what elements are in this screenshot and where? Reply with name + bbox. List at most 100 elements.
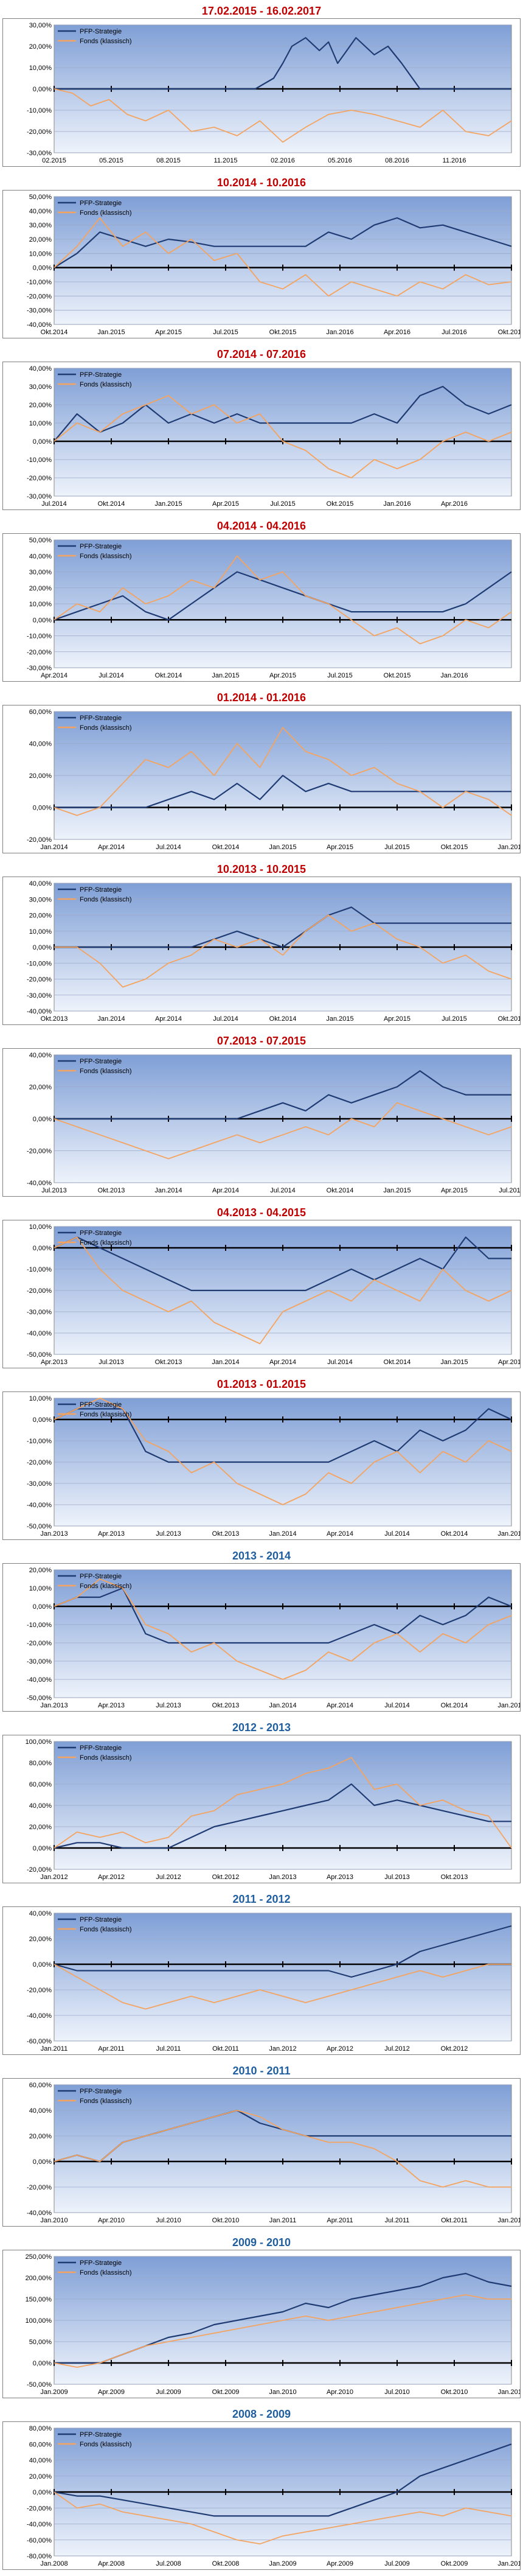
legend-label: PFP-Strategie (80, 200, 122, 207)
x-tick-label: Okt.2013 (441, 1874, 468, 1881)
chart-title: 10.2014 - 10.2016 (216, 177, 307, 189)
x-tick-label: Apr.2013 (98, 1702, 125, 1709)
chart-frame: -20,00% 0,00% 20,00% 40,00% 60,00% 80,00% 100,… (2, 1735, 521, 1883)
y-tick-label: 60,00% (29, 2082, 52, 2089)
legend-label: Fonds (klassisch) (80, 209, 132, 217)
y-tick-label: 0,00% (33, 1116, 52, 1123)
y-tick-label: 60,00% (29, 1781, 52, 1788)
y-tick-label: -10,00% (27, 1438, 52, 1445)
x-tick-label: 02.2015 (42, 157, 66, 164)
x-tick-label: Jul.2014 (156, 844, 181, 851)
line-chart: -60,00% -40,00% -20,00% 0,00% 20,00% 40,00% Ja… (27, 1910, 512, 2053)
y-tick-label: 0,00% (33, 2158, 52, 2166)
y-tick-label: 10,00% (29, 601, 52, 608)
x-tick-label: Okt.2014 (155, 672, 182, 679)
y-tick-label: -20,00% (27, 128, 52, 136)
chart-panel: 04.2014 - 04.2016 -30,00% -20,00% -10,00% 0,… (0, 515, 523, 687)
line-chart: -20,00% 0,00% 20,00% 40,00% 60,00% Jan.2014 Ap… (27, 709, 523, 851)
x-tick-label: Apr.2014 (212, 1187, 239, 1194)
y-tick-label: -10,00% (27, 1266, 52, 1273)
legend-label: Fonds (klassisch) (80, 1754, 132, 1762)
y-tick-label: -20,00% (27, 2505, 52, 2512)
series-line (54, 1783, 511, 1849)
y-tick-label: -40,00% (27, 1502, 52, 1509)
chart-title: 17.02.2015 - 16.02.2017 (201, 5, 322, 17)
y-tick-label: -60,00% (27, 2537, 52, 2544)
x-tick-label: Jan.2012 (269, 2045, 296, 2053)
y-tick-label: 20,00% (29, 1084, 52, 1091)
y-tick-label: -50,00% (27, 2381, 52, 2389)
x-tick-label: Apr.2015 (269, 672, 296, 679)
chart-frame: -30,00% -20,00% -10,00% 0,00% 10,00% 20,00% 30… (2, 533, 521, 682)
y-tick-label: 0,00% (33, 86, 52, 93)
series-line (54, 555, 512, 645)
chart-panel: 17.02.2015 - 16.02.2017 -30,00% -20,00% -10… (0, 0, 523, 172)
chart-frame: -40,00% -30,00% -20,00% -10,00% 0,00% 10,00% 2… (2, 877, 523, 1025)
y-tick-label: 40,00% (29, 2457, 52, 2465)
y-tick-label: 40,00% (29, 365, 52, 373)
x-tick-label: Jan.2013 (40, 1530, 68, 1538)
x-tick-label: Jul.2014 (384, 1702, 410, 1709)
y-tick-label: 40,00% (29, 741, 52, 748)
y-tick-label: -20,00% (27, 1640, 52, 1647)
series-line (54, 2491, 512, 2545)
x-tick-label: Okt.2015 (498, 1015, 520, 1023)
x-tick-label: Jul.2013 (156, 1530, 181, 1538)
x-tick-label: Okt.2014 (98, 500, 125, 508)
legend: PFP-Strategie Fonds (klassisch) (58, 543, 132, 560)
x-tick-label: Jul.2014 (384, 1530, 410, 1538)
y-tick-label: 200,00% (26, 2275, 52, 2282)
x-tick-label: Jan.2015 (383, 1187, 410, 1194)
legend-label: PFP-Strategie (80, 28, 122, 35)
x-tick-label: Okt.2014 (384, 1359, 411, 1366)
x-tick-label: Jan.2014 (269, 1702, 296, 1709)
y-tick-label: 0,00% (33, 1845, 52, 1852)
y-tick-label: -10,00% (27, 457, 52, 464)
y-tick-label: -30,00% (27, 665, 52, 672)
x-tick-label: Jan.2016 (326, 329, 353, 336)
x-tick-label: Apr.2014 (155, 1015, 182, 1023)
y-tick-label: -10,00% (27, 107, 52, 114)
chart-panel: 07.2014 - 07.2016 -30,00% -20,00% -10,00% 0,… (0, 343, 523, 515)
x-tick-label: Jul.2009 (156, 2389, 181, 2396)
series-line (54, 1964, 511, 2010)
x-tick-label: Jan.2011 (41, 2045, 68, 2053)
series-line (54, 1236, 511, 1292)
x-tick-label: Apr.2014 (41, 672, 68, 679)
x-tick-label: Jul.2013 (384, 1874, 410, 1881)
x-tick-label: Jan.2015 (97, 329, 125, 336)
x-tick-label: Jul.2010 (384, 2389, 410, 2396)
y-tick-label: 20,00% (29, 43, 52, 51)
chart-frame: -20,00% 0,00% 20,00% 40,00% 60,00% Jan.2014 Ap… (2, 705, 523, 853)
y-tick-label: 20,00% (29, 585, 52, 592)
x-tick-label: Jan.2014 (97, 1015, 125, 1023)
y-tick-label: 50,00% (29, 537, 52, 544)
x-tick-label: Okt.2013 (155, 1359, 182, 1366)
y-tick-label: 50,00% (29, 2339, 52, 2346)
legend-label: PFP-Strategie (80, 1916, 122, 1923)
x-tick-label: Apr.2012 (327, 2045, 353, 2053)
y-tick-label: -20,00% (27, 1459, 52, 1466)
x-tick-label: Okt.2015 (384, 672, 411, 679)
x-tick-label: Okt.2015 (327, 500, 354, 508)
line-chart: -50,00% 0,00% 50,00% 100,00% 150,00% 200,00% 2… (26, 2253, 523, 2396)
legend-label: Fonds (klassisch) (80, 2441, 132, 2448)
x-tick-label: Okt.2014 (441, 1702, 468, 1709)
legend-label: PFP-Strategie (80, 2431, 122, 2438)
legend-label: PFP-Strategie (80, 1058, 122, 1065)
x-tick-label: Okt.2008 (212, 2560, 240, 2567)
chart-title: 2008 - 2009 (232, 2408, 291, 2420)
series-line (54, 914, 512, 988)
x-tick-label: 08.2015 (156, 157, 181, 164)
y-tick-label: 30,00% (29, 22, 52, 29)
x-tick-label: Jan.2015 (440, 1359, 468, 1366)
y-tick-label: 0,00% (33, 438, 52, 446)
y-tick-label: 0,00% (33, 617, 52, 624)
x-tick-label: Jul.2014 (41, 500, 67, 508)
legend: PFP-Strategie Fonds (klassisch) (58, 1230, 132, 1247)
legend-label: Fonds (klassisch) (80, 2098, 132, 2105)
x-tick-label: Apr.2014 (327, 1530, 353, 1538)
chart-frame: -50,00% 0,00% 50,00% 100,00% 150,00% 200,00% 2… (2, 2250, 523, 2398)
chart-panel: 2009 - 2010 -50,00% 0,00% 50,00% 100,00% 150,… (0, 2231, 523, 2403)
x-tick-label: Jul.2011 (156, 2045, 181, 2053)
